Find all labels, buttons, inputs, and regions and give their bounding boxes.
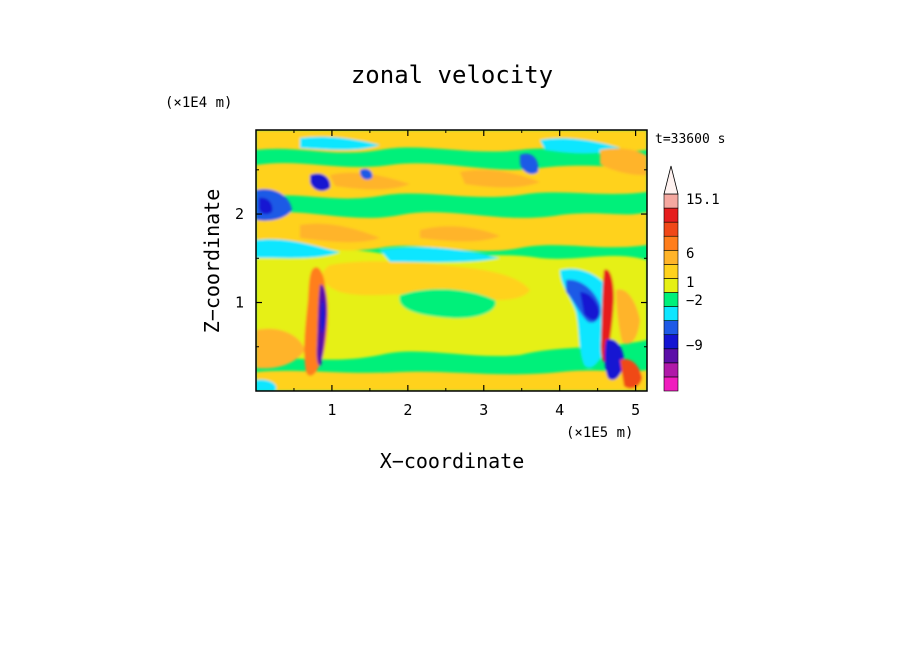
colorbar-segment bbox=[663, 264, 679, 279]
colorbar-segment bbox=[663, 235, 679, 251]
field-region bbox=[256, 162, 647, 199]
field-region bbox=[380, 247, 500, 263]
colorbar-level-label: −2 bbox=[686, 293, 703, 309]
x-tick-label: 1 bbox=[327, 401, 336, 419]
x-tick-label: 2 bbox=[403, 401, 412, 419]
field-region bbox=[360, 168, 373, 180]
chart-title: zonal velocity bbox=[351, 61, 553, 89]
colorbar-level-label: −9 bbox=[686, 338, 703, 354]
x-scale-label: (×1E5 m) bbox=[566, 425, 633, 441]
y-scale-label: (×1E4 m) bbox=[165, 95, 232, 111]
colorbar-segment bbox=[663, 278, 679, 293]
y-axis-label: Z−coordinate bbox=[200, 189, 224, 334]
y-tick-label: 1 bbox=[235, 294, 244, 312]
field-region bbox=[540, 138, 620, 154]
field-region bbox=[320, 299, 325, 333]
colorbar-level-label: 15.1 bbox=[686, 192, 720, 208]
time-label: t=33600 s bbox=[655, 132, 725, 147]
colorbar-segment bbox=[663, 362, 679, 378]
field-region bbox=[580, 292, 600, 320]
x-tick-label: 5 bbox=[631, 401, 640, 419]
colorbar-top-arrow bbox=[663, 165, 679, 195]
field-region bbox=[300, 136, 380, 150]
field-region bbox=[256, 379, 277, 391]
field-region bbox=[620, 359, 642, 389]
colorbar: 15.1 6 1 −2 −9 bbox=[663, 165, 720, 392]
field-region bbox=[256, 239, 340, 259]
colorbar-segment bbox=[663, 334, 679, 350]
field-region bbox=[460, 169, 540, 188]
field-region bbox=[330, 172, 410, 190]
colorbar-segment bbox=[663, 249, 679, 265]
colorbar-segment bbox=[663, 292, 679, 307]
field-region bbox=[259, 197, 273, 215]
colorbar-segment bbox=[663, 221, 679, 237]
plot-frame bbox=[255, 129, 648, 392]
x-tick-label: 3 bbox=[479, 401, 488, 419]
field-region bbox=[600, 148, 647, 176]
field-region bbox=[399, 288, 496, 319]
axes: 1 2 3 4 5 1 2 bbox=[235, 130, 647, 419]
field-region bbox=[420, 226, 500, 242]
field-region bbox=[604, 339, 624, 381]
colorbar-segment bbox=[663, 320, 679, 336]
field-region bbox=[520, 153, 539, 175]
y-tick-label: 2 bbox=[235, 205, 244, 223]
field-region bbox=[300, 223, 380, 243]
x-axis-label: X−coordinate bbox=[380, 449, 525, 473]
field-region bbox=[310, 173, 331, 191]
field-region bbox=[256, 370, 647, 391]
colorbar-segment bbox=[663, 348, 679, 364]
contour-field bbox=[256, 130, 647, 391]
field-region bbox=[616, 289, 640, 344]
field-region bbox=[322, 261, 530, 300]
colorbar-segment bbox=[663, 193, 679, 209]
colorbar-segment bbox=[663, 207, 679, 223]
colorbar-segment bbox=[663, 306, 679, 321]
colorbar-segment bbox=[663, 376, 679, 392]
field-region bbox=[256, 328, 305, 369]
colorbar-level-label: 6 bbox=[686, 246, 694, 262]
field-region bbox=[600, 269, 614, 362]
colorbar-level-label: 1 bbox=[686, 275, 694, 291]
x-tick-label: 4 bbox=[555, 401, 564, 419]
